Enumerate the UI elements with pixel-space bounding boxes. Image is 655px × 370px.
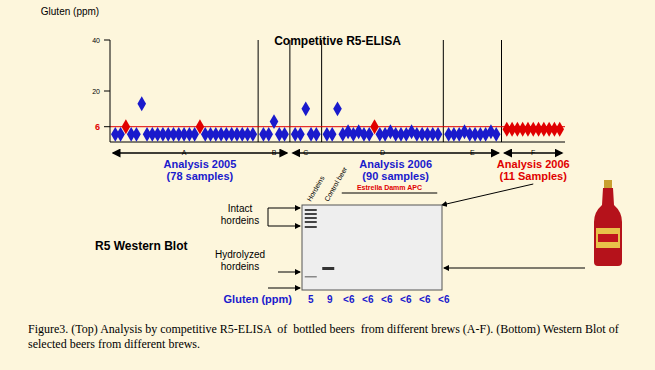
svg-text:hordeins: hordeins	[221, 215, 259, 226]
html-text:Figure3. (Top) Analysis by com: Figure3. (Top) Analysis by competitive R…	[28, 322, 622, 351]
svg-text:(11 Samples): (11 Samples)	[500, 170, 568, 182]
svg-text:Hordeins: Hordeins	[306, 174, 326, 202]
svg-text:40: 40	[92, 37, 100, 44]
svg-text:(90 samples): (90 samples)	[362, 170, 429, 182]
svg-text:Control beer: Control beer	[323, 165, 349, 202]
svg-text:6: 6	[95, 122, 100, 132]
svg-text:<6: <6	[419, 294, 431, 305]
svg-text:Hydrolyzed: Hydrolyzed	[215, 249, 265, 260]
svg-text:Gluten (ppm): Gluten (ppm)	[224, 293, 293, 305]
svg-text:B: B	[272, 149, 277, 156]
svg-text:<6: <6	[438, 294, 450, 305]
svg-text:E: E	[470, 149, 475, 156]
html-text:Competitive R5-ELISA: Competitive R5-ELISA	[274, 34, 401, 48]
svg-text:A: A	[182, 149, 187, 156]
svg-text:R5 Western Blot: R5 Western Blot	[95, 239, 187, 253]
svg-text:<6: <6	[400, 294, 412, 305]
svg-text:hordeins: hordeins	[221, 261, 259, 272]
svg-text:<6: <6	[362, 294, 374, 305]
svg-text:5: 5	[308, 294, 314, 305]
svg-text:C: C	[303, 149, 308, 156]
svg-text:Intact: Intact	[228, 203, 253, 214]
html-text:Gluten (ppm): Gluten (ppm)	[40, 6, 100, 17]
svg-text:9: 9	[327, 294, 333, 305]
svg-text:(78 samples): (78 samples)	[167, 170, 234, 182]
svg-text:F: F	[531, 149, 535, 156]
svg-text:Estrella Damm APC: Estrella Damm APC	[357, 184, 422, 191]
svg-text:Analysis 2005: Analysis 2005	[164, 158, 237, 170]
svg-text:Analysis 2006: Analysis 2006	[497, 158, 570, 170]
svg-text:D: D	[380, 149, 385, 156]
svg-text:<6: <6	[343, 294, 355, 305]
svg-text:Analysis 2006: Analysis 2006	[359, 158, 432, 170]
svg-text:<6: <6	[381, 294, 393, 305]
svg-text:20: 20	[92, 88, 100, 95]
